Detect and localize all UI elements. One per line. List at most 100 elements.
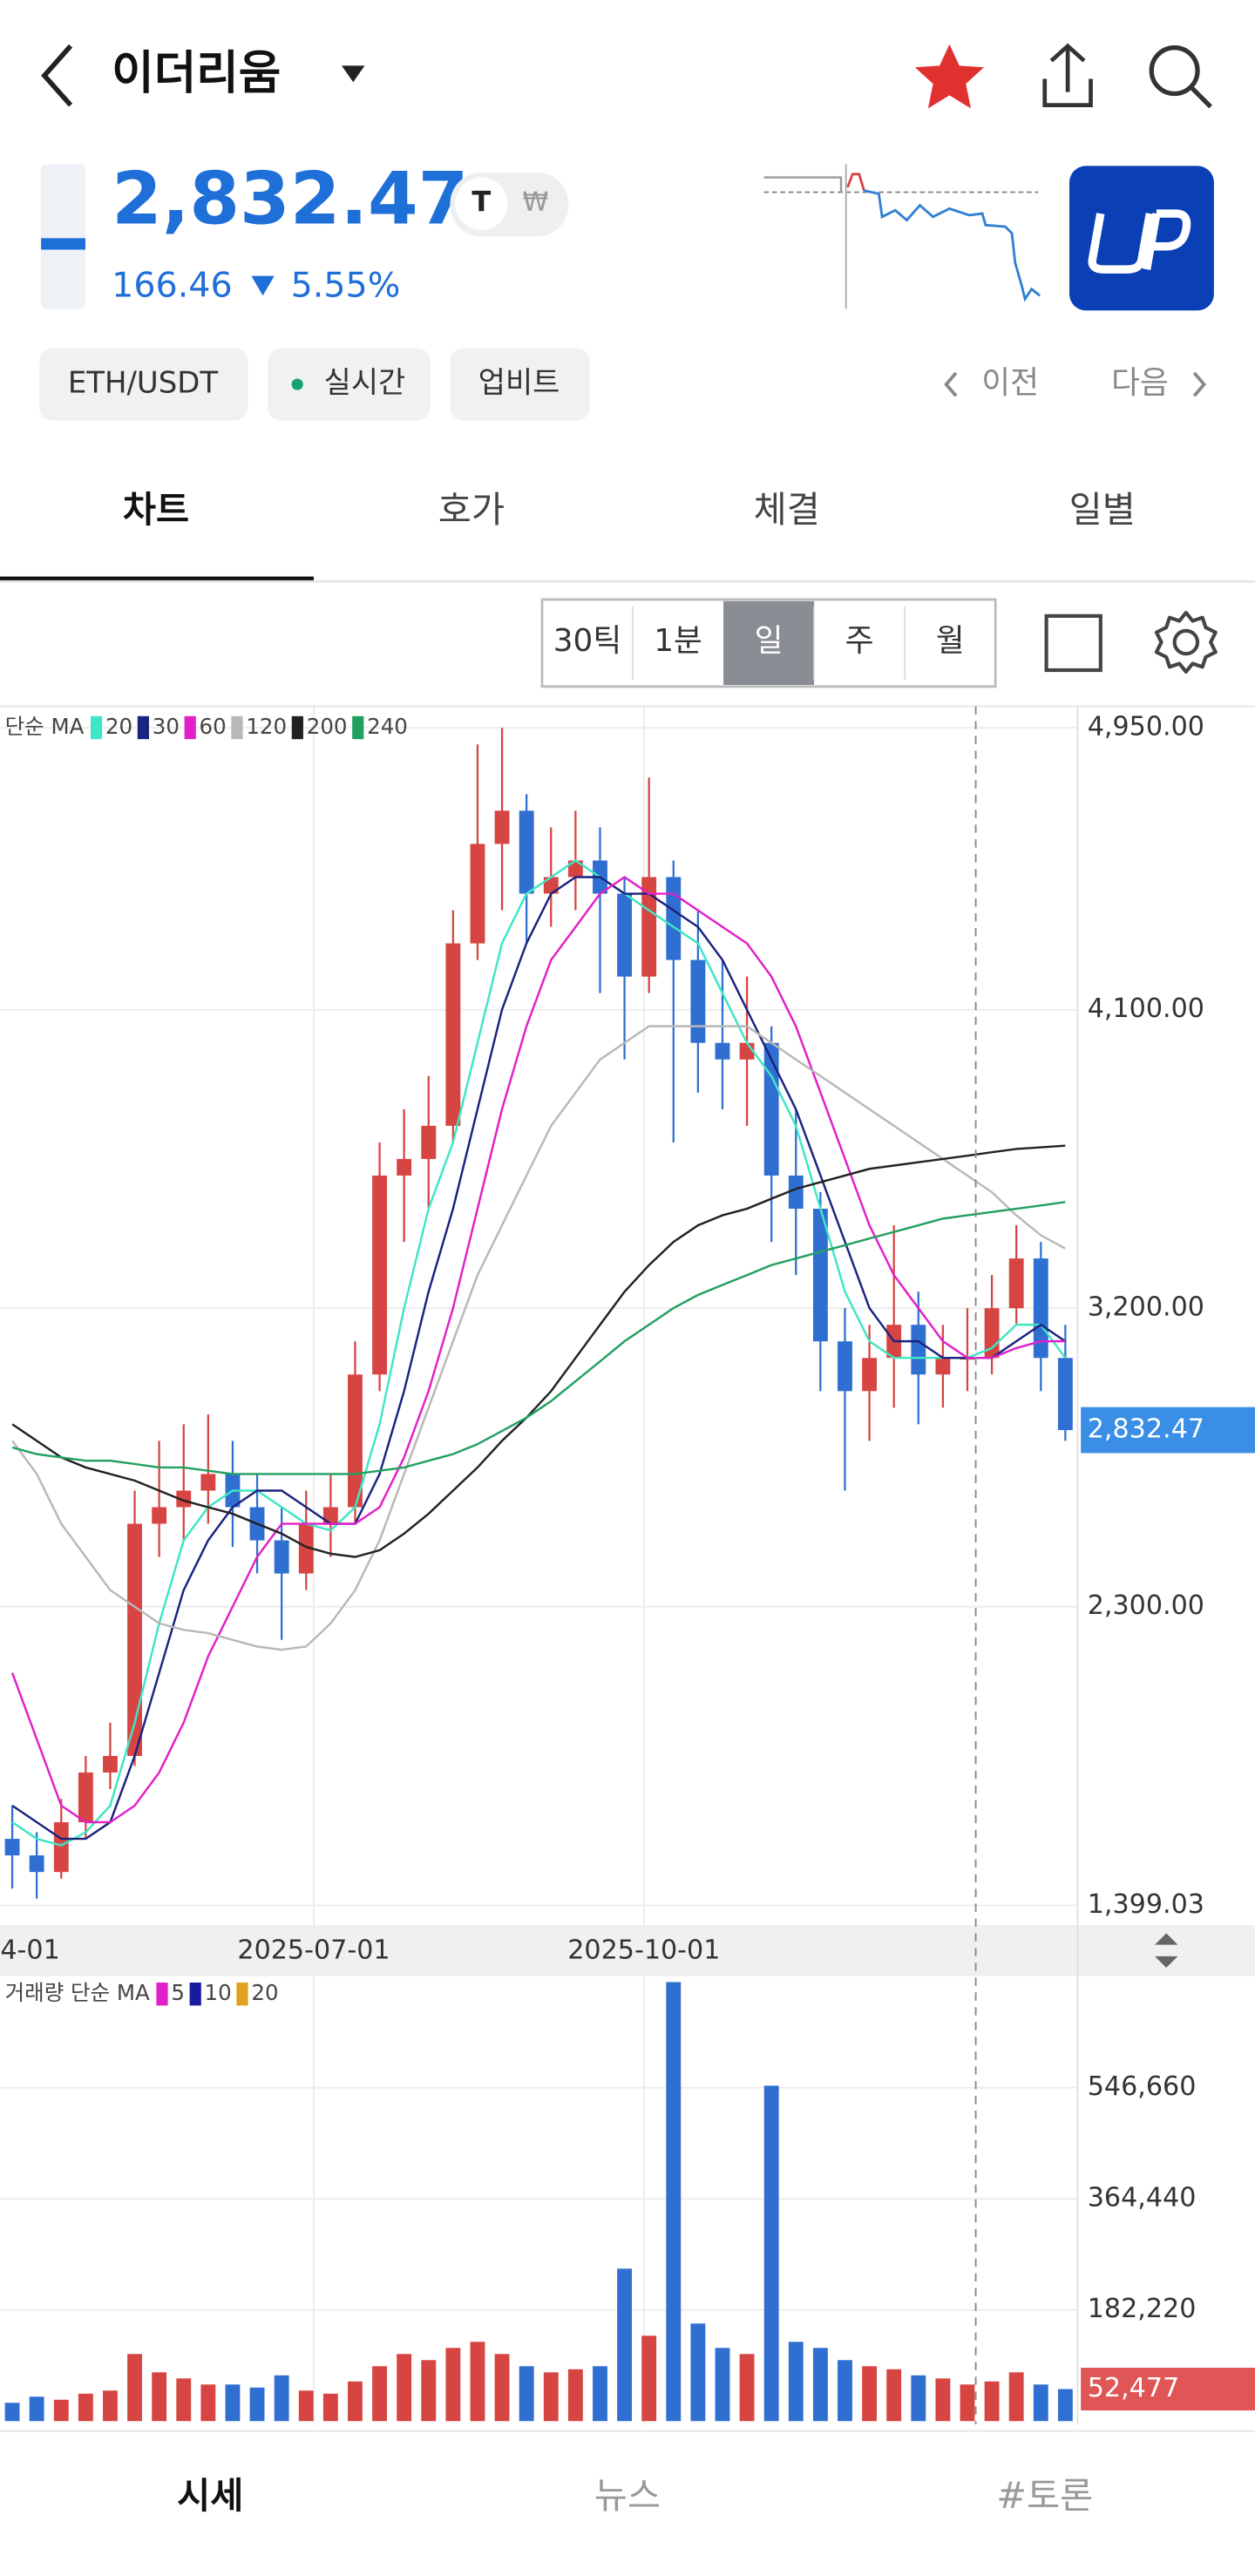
title-caret[interactable] [342, 65, 365, 83]
volume-bar [862, 2366, 878, 2422]
volume-bar [812, 2348, 828, 2422]
mini-chart [763, 164, 1041, 309]
volume-bar [567, 2369, 583, 2422]
down-arrow [251, 275, 275, 296]
candle-body [494, 810, 510, 844]
candle-body [53, 1822, 69, 1873]
legend-title: 단순 MA [5, 714, 85, 739]
interval-option[interactable]: 1분 [654, 623, 702, 659]
next-arrow[interactable] [1192, 371, 1207, 397]
volume-bar [274, 2375, 289, 2422]
volume-bar [494, 2354, 510, 2422]
candle-body [152, 1507, 167, 1524]
x-tick-label: 2025-10-01 [567, 1935, 720, 1966]
search-button[interactable] [1149, 45, 1212, 109]
candle-body [519, 810, 534, 894]
legend-label: 20 [105, 714, 132, 739]
candle-body [274, 1540, 289, 1574]
volume-bar [397, 2354, 412, 2422]
volume-bar [298, 2390, 314, 2422]
candle-body [690, 959, 706, 1043]
chip[interactable] [450, 348, 590, 421]
candle-body [445, 943, 461, 1126]
legend-label: 120 [246, 714, 287, 739]
volume-bar [4, 2403, 20, 2422]
y-tick-label: 182,220 [1088, 2294, 1197, 2324]
share-button[interactable] [1042, 43, 1093, 108]
y-tick-label: 364,440 [1088, 2183, 1197, 2213]
legend-swatch [184, 715, 196, 740]
tab[interactable]: 체결 [754, 489, 820, 531]
nav-item[interactable]: 뉴스 [594, 2475, 661, 2517]
candle-body [666, 877, 682, 960]
volume-bar [445, 2348, 461, 2422]
candle-body [838, 1341, 852, 1392]
legend-label: 240 [367, 714, 408, 739]
candle-body [911, 1325, 926, 1375]
interval-option[interactable]: 월 [936, 623, 965, 659]
candle-body [176, 1490, 192, 1508]
volume-bar [543, 2372, 559, 2422]
legend-swatch [291, 715, 303, 740]
next-button[interactable]: 다음 [1111, 365, 1169, 401]
volume-bar [690, 2323, 706, 2422]
chip-label: 업비트 [478, 366, 560, 400]
price-gauge-mark [41, 238, 86, 250]
price-change: 166.46 [112, 265, 232, 305]
chip[interactable] [39, 348, 248, 421]
interval-option[interactable]: 일 [755, 623, 784, 659]
coin-title[interactable]: 이더리움 [112, 46, 281, 99]
tab-underline [0, 576, 314, 582]
volume-bar [788, 2342, 804, 2422]
legend-label: 10 [205, 1980, 232, 2005]
exchange-logo-mark [1088, 209, 1191, 274]
volume-bar [322, 2393, 338, 2422]
interval-option[interactable]: 주 [845, 623, 874, 659]
candle-body [641, 877, 657, 977]
tab[interactable]: 호가 [438, 489, 505, 531]
volume-bar [984, 2381, 1000, 2422]
candle-body [1057, 1358, 1073, 1431]
volume-bar [886, 2369, 902, 2422]
nav-item[interactable]: 시세 [177, 2475, 243, 2517]
candle-body [397, 1158, 412, 1176]
nav-item[interactable]: #토론 [996, 2475, 1093, 2517]
volume-bar [249, 2387, 265, 2422]
candle-body [298, 1523, 314, 1574]
volume-bar [1008, 2372, 1024, 2422]
volume-bar [1033, 2384, 1048, 2422]
settings-button[interactable] [1154, 610, 1218, 674]
prev-arrow[interactable] [944, 371, 958, 397]
last-volume-badge [1081, 2368, 1255, 2411]
currency-option[interactable] [455, 177, 508, 230]
candle-body [29, 1855, 44, 1873]
candle-body [127, 1523, 142, 1756]
volume-bar [348, 2381, 363, 2422]
interval-option[interactable]: 30틱 [553, 623, 621, 659]
legend-swatch [236, 1982, 248, 2006]
tab[interactable]: 차트 [123, 489, 189, 531]
candle-body [862, 1358, 878, 1392]
legend-label: 200 [307, 714, 348, 739]
legend-title: 거래량 단순 MA [5, 1980, 150, 2005]
live-dot [291, 378, 303, 390]
legend-swatch [137, 715, 149, 740]
volume-bar [470, 2342, 485, 2422]
legend-label: 60 [200, 714, 227, 739]
candle-body [372, 1175, 387, 1375]
back-button[interactable] [41, 44, 73, 107]
volume-bar [911, 2375, 926, 2422]
layout-button[interactable] [1044, 613, 1102, 673]
candle-body [322, 1507, 338, 1524]
chip[interactable] [268, 348, 431, 421]
last-volume-label: 52,477 [1088, 2373, 1179, 2403]
candle-body [103, 1755, 118, 1773]
volume-bar [593, 2366, 607, 2422]
favorite-star[interactable] [914, 44, 985, 109]
x-axis-band [0, 1925, 1255, 1976]
prev-button[interactable]: 이전 [981, 365, 1039, 401]
volume-bar [421, 2360, 437, 2422]
tab[interactable]: 일별 [1069, 489, 1136, 531]
resize-handle[interactable] [1155, 1933, 1178, 1969]
